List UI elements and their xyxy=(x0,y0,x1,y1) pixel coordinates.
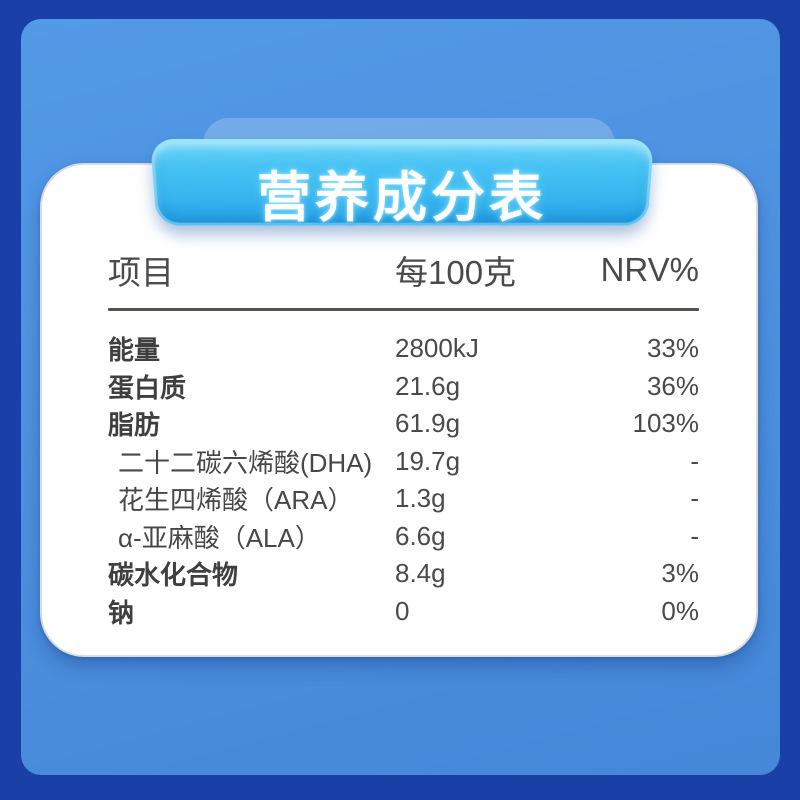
row-label: 花生四烯酸（ARA） xyxy=(118,485,354,516)
table-row: 脂肪 61.9g 103% xyxy=(108,405,699,443)
row-value-per-100g: 0 xyxy=(395,595,410,626)
row-label: α-亚麻酸（ALA） xyxy=(118,522,321,553)
row-value-per-100g: 8.4g xyxy=(395,558,446,589)
row-label: 能量 xyxy=(108,335,161,366)
table-row: 花生四烯酸（ARA） 1.3g - xyxy=(108,480,699,518)
row-value-per-100g: 61.9g xyxy=(395,408,461,439)
row-value-per-100g: 21.6g xyxy=(395,370,461,401)
table-row: α-亚麻酸（ALA） 6.6g - xyxy=(108,518,699,556)
table-row: 能量 2800kJ 33% xyxy=(108,330,699,368)
row-label: 钠 xyxy=(108,597,135,628)
table-header-row: 项目 每100克 NRV% xyxy=(108,238,699,302)
row-nrv-percent: 33% xyxy=(646,333,699,364)
row-label: 脂肪 xyxy=(108,410,161,441)
header-divider xyxy=(108,308,699,311)
row-nrv-percent: - xyxy=(690,483,699,514)
row-nrv-percent: 103% xyxy=(632,408,700,439)
row-value-per-100g: 1.3g xyxy=(395,483,446,514)
row-value-per-100g: 2800kJ xyxy=(395,333,479,364)
nutrition-card xyxy=(40,163,758,657)
row-label: 碳水化合物 xyxy=(108,560,239,591)
row-label: 二十二碳六烯酸(DHA) xyxy=(118,447,373,478)
table-row: 蛋白质 21.6g 36% xyxy=(108,368,699,406)
row-nrv-percent: 36% xyxy=(646,370,699,401)
row-nrv-percent: 3% xyxy=(661,558,699,589)
nutrition-table: 项目 每100克 NRV% 能量 2800kJ 33% 蛋白质 21.6g 36… xyxy=(108,238,699,630)
table-body: 能量 2800kJ 33% 蛋白质 21.6g 36% 脂肪 61.9g 103… xyxy=(108,311,699,630)
row-value-per-100g: 6.6g xyxy=(395,520,446,551)
header-nrv-percent: NRV% xyxy=(600,251,699,288)
row-value-per-100g: 19.7g xyxy=(395,445,461,476)
table-row: 二十二碳六烯酸(DHA) 19.7g - xyxy=(108,443,699,481)
row-nrv-percent: - xyxy=(690,445,699,476)
page-title: 营养成分表 xyxy=(257,168,547,228)
table-row: 碳水化合物 8.4g 3% xyxy=(108,555,699,593)
header-per-100g: 每100克 xyxy=(395,254,517,291)
row-label: 蛋白质 xyxy=(108,372,187,403)
table-row: 钠 0 0% xyxy=(108,593,699,631)
row-nrv-percent: 0% xyxy=(661,595,699,626)
header-item: 项目 xyxy=(108,254,174,291)
row-nrv-percent: - xyxy=(690,520,699,551)
